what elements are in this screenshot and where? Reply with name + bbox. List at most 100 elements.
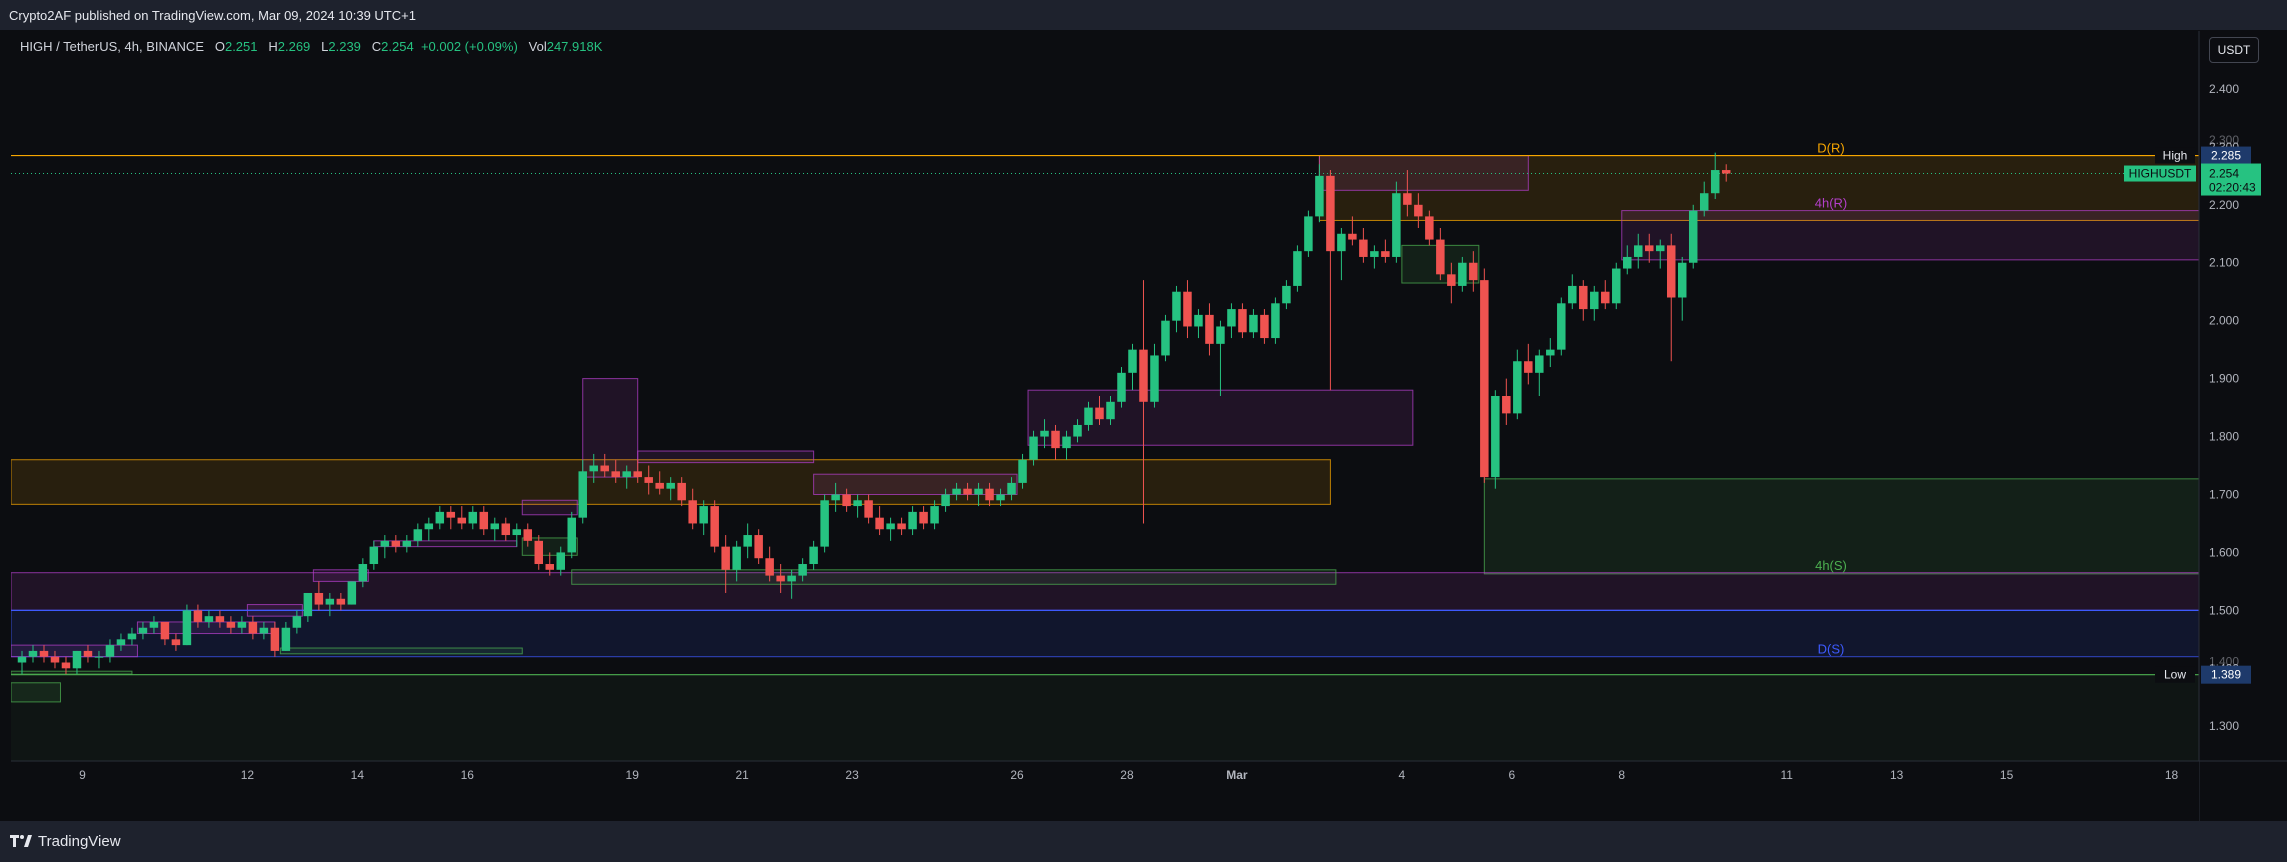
candle-body[interactable] bbox=[1095, 407, 1104, 420]
candle-body[interactable] bbox=[820, 500, 829, 547]
candle-body[interactable] bbox=[1007, 482, 1016, 495]
candle-body[interactable] bbox=[864, 500, 873, 518]
candle-body[interactable] bbox=[743, 535, 752, 547]
candle-body[interactable] bbox=[1106, 401, 1115, 420]
zone-box[interactable] bbox=[521, 499, 578, 516]
candle-body[interactable] bbox=[1403, 193, 1412, 205]
candle-body[interactable] bbox=[358, 564, 368, 582]
candle-body[interactable] bbox=[215, 616, 225, 622]
candle-body[interactable] bbox=[567, 517, 576, 553]
zone-box[interactable] bbox=[582, 378, 639, 478]
candle-body[interactable] bbox=[1710, 170, 1720, 194]
candle-body[interactable] bbox=[996, 494, 1005, 501]
candle-body[interactable] bbox=[1040, 430, 1049, 437]
candle-body[interactable] bbox=[710, 506, 719, 547]
candle-body[interactable] bbox=[1216, 326, 1225, 344]
candle-body[interactable] bbox=[138, 627, 148, 634]
candle-body[interactable] bbox=[886, 523, 895, 530]
candle-body[interactable] bbox=[1084, 407, 1093, 425]
currency-button[interactable]: USDT bbox=[2209, 37, 2259, 63]
candle-body[interactable] bbox=[1227, 309, 1236, 327]
candle-body[interactable] bbox=[204, 616, 214, 622]
candle-body[interactable] bbox=[1326, 175, 1335, 252]
zone-box[interactable] bbox=[312, 569, 369, 582]
candle-body[interactable] bbox=[1183, 291, 1192, 327]
candlestick-chart[interactable]: D(R) 4h(R) 4h(S) D(S) 2.400 2.300 2.200 2.100 2.… bbox=[11, 31, 2287, 821]
candle-body[interactable] bbox=[1238, 309, 1247, 333]
candle-body[interactable] bbox=[556, 552, 565, 570]
candle-body[interactable] bbox=[1502, 396, 1511, 414]
candle-body[interactable] bbox=[1337, 233, 1346, 252]
candle-body[interactable] bbox=[380, 540, 390, 547]
candle-body[interactable] bbox=[226, 621, 236, 628]
zone-box[interactable] bbox=[1318, 155, 1529, 191]
candle-body[interactable] bbox=[974, 488, 983, 495]
candle-body[interactable] bbox=[721, 546, 730, 570]
zone-box[interactable] bbox=[1483, 478, 2200, 575]
candle-body[interactable] bbox=[1645, 245, 1654, 252]
candle-body[interactable] bbox=[941, 494, 950, 507]
candle-body[interactable] bbox=[831, 494, 840, 501]
candle-body[interactable] bbox=[919, 511, 928, 524]
candle-body[interactable] bbox=[1293, 251, 1302, 286]
candle-body[interactable] bbox=[50, 656, 60, 663]
candle-body[interactable] bbox=[1447, 274, 1456, 286]
zone-box[interactable] bbox=[1621, 210, 2200, 261]
zone-box[interactable] bbox=[571, 569, 1337, 585]
candle-body[interactable] bbox=[1282, 285, 1291, 304]
candle-body[interactable] bbox=[402, 540, 412, 547]
candle-body[interactable] bbox=[1688, 210, 1698, 263]
candle-body[interactable] bbox=[1436, 239, 1445, 275]
candle-body[interactable] bbox=[1568, 285, 1577, 304]
candle-body[interactable] bbox=[446, 511, 456, 518]
candle-body[interactable] bbox=[1117, 372, 1126, 402]
candle-body[interactable] bbox=[1150, 355, 1159, 402]
zone-box[interactable] bbox=[11, 609, 2200, 658]
candle-body[interactable] bbox=[1128, 349, 1137, 373]
candle-body[interactable] bbox=[1348, 233, 1357, 240]
candle-body[interactable] bbox=[1425, 216, 1434, 240]
candle-body[interactable] bbox=[1590, 291, 1599, 310]
candle-body[interactable] bbox=[39, 650, 49, 657]
candle-body[interactable] bbox=[1062, 436, 1071, 449]
candle-body[interactable] bbox=[985, 488, 994, 501]
zone-box[interactable] bbox=[637, 450, 815, 464]
candle-body[interactable] bbox=[765, 558, 774, 576]
candle-body[interactable] bbox=[1029, 436, 1038, 460]
chart-frame[interactable]: D(R) 4h(R) 4h(S) D(S) 2.400 2.300 2.200 2.100 2.… bbox=[11, 31, 2287, 821]
candle-body[interactable] bbox=[842, 494, 851, 507]
candle-body[interactable] bbox=[1139, 349, 1148, 402]
candle-body[interactable] bbox=[413, 529, 423, 541]
candle-body[interactable] bbox=[600, 465, 609, 472]
candle-body[interactable] bbox=[523, 529, 533, 541]
candle-body[interactable] bbox=[457, 517, 467, 524]
candle-body[interactable] bbox=[1655, 245, 1665, 252]
candle-body[interactable] bbox=[1194, 314, 1203, 327]
candle-body[interactable] bbox=[1546, 349, 1555, 356]
candle-body[interactable] bbox=[1634, 245, 1643, 257]
candle-body[interactable] bbox=[1677, 262, 1687, 298]
candle-body[interactable] bbox=[1699, 193, 1709, 211]
candle-body[interactable] bbox=[787, 575, 796, 582]
candle-body[interactable] bbox=[589, 465, 598, 472]
candle-body[interactable] bbox=[1524, 361, 1533, 373]
candle-body[interactable] bbox=[1249, 314, 1258, 333]
candle-body[interactable] bbox=[1480, 280, 1489, 478]
candle-body[interactable] bbox=[270, 627, 280, 651]
candle-body[interactable] bbox=[83, 650, 93, 657]
zone-box[interactable] bbox=[279, 647, 523, 655]
candle-body[interactable] bbox=[116, 639, 126, 646]
time-axis[interactable] bbox=[11, 761, 2199, 821]
candle-body[interactable] bbox=[655, 482, 664, 489]
candle-body[interactable] bbox=[897, 523, 906, 530]
candle-body[interactable] bbox=[1557, 303, 1566, 350]
candle-body[interactable] bbox=[1381, 251, 1390, 257]
candle-body[interactable] bbox=[699, 506, 708, 524]
candle-body[interactable] bbox=[501, 523, 511, 536]
candle-body[interactable] bbox=[1491, 396, 1500, 478]
candle-body[interactable] bbox=[853, 500, 862, 507]
candle-body[interactable] bbox=[490, 523, 500, 530]
candle-body[interactable] bbox=[391, 540, 401, 547]
candle-body[interactable] bbox=[545, 564, 555, 570]
candle-body[interactable] bbox=[798, 564, 807, 576]
